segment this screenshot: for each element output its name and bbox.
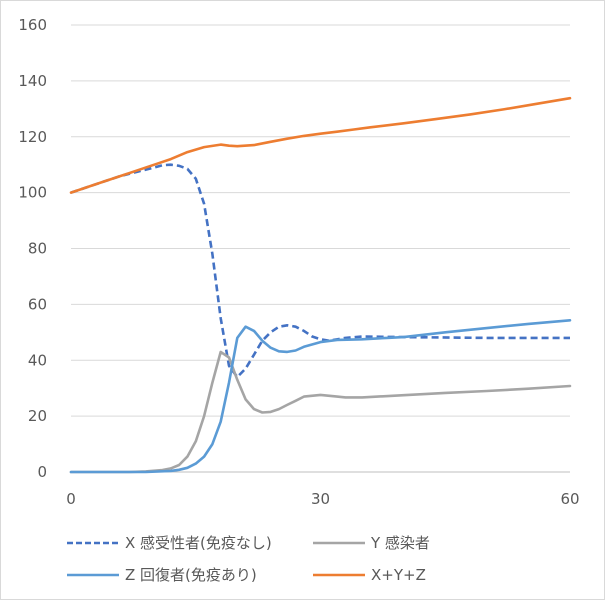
series-line-1: [70, 163, 570, 379]
gridlines: [71, 24, 570, 473]
series-lines: [69, 96, 572, 474]
y-axis-ticks: 0 20 40 60 80 100 120 140 160: [18, 16, 47, 481]
legend-label-3: Z 回復者(免疫あり): [125, 566, 257, 584]
y-tick-label: 160: [18, 16, 47, 34]
y-tick-label: 20: [28, 407, 47, 425]
y-tick-label: 0: [37, 463, 47, 481]
y-tick-label: 40: [28, 351, 47, 369]
series-line-3: [69, 319, 572, 474]
legend-label-1: X 感受性者(免疫なし): [125, 534, 272, 552]
x-axis-ticks: 0 30 60: [66, 490, 579, 508]
y-tick-label: 100: [18, 184, 47, 202]
x-tick-label: 30: [311, 490, 330, 508]
series-line-4: [69, 96, 572, 194]
y-tick-label: 120: [18, 128, 47, 146]
series-line-2: [69, 350, 572, 474]
y-tick-label: 60: [28, 295, 47, 313]
x-tick-label: 0: [66, 490, 76, 508]
x-tick-label: 60: [560, 490, 579, 508]
y-tick-label: 140: [18, 72, 47, 90]
legend: X 感受性者(免疫なし) Y 感染者 Z 回復者(免疫あり) X+Y+Z: [67, 534, 430, 584]
y-tick-label: 80: [28, 240, 47, 258]
legend-label-4: X+Y+Z: [371, 566, 426, 584]
legend-label-2: Y 感染者: [370, 534, 430, 552]
